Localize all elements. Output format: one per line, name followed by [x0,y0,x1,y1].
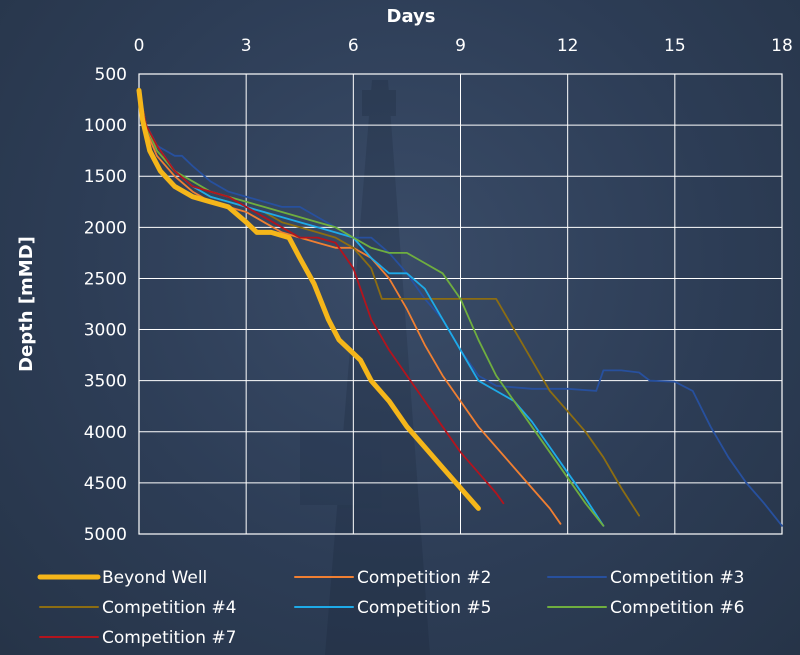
y-tick-label: 500 [95,65,127,85]
legend-entry-6: Competition #6 [547,598,745,618]
legend-label: Competition #6 [610,598,745,618]
x-tick-label: 6 [348,36,359,56]
legend-entry-5: Competition #5 [294,598,492,618]
x-tick-label: 0 [134,36,145,56]
x-tick-label: 18 [771,36,793,56]
x-tick-label: 3 [241,36,252,56]
y-tick-label: 4000 [84,423,127,443]
y-tick-label: 3500 [84,372,127,392]
y-tick-label: 2500 [84,269,127,289]
series-line-1 [136,87,481,511]
y-tick-label: 1000 [84,116,127,136]
legend-label: Beyond Well [102,568,207,588]
x-tick-label: 9 [455,36,466,56]
y-axis-title: Depth [mMD] [16,236,37,372]
legend-entry-3: Competition #3 [547,568,745,588]
x-tick-label: 12 [557,36,579,56]
y-tick-label: 2000 [84,218,127,238]
x-tick-label: 15 [664,36,686,56]
y-tick-label: 4500 [84,474,127,494]
plot-frame [138,73,783,535]
y-tick-labels: 500 1000 1500 2000 2500 3000 3500 4000 4500 5000 [84,65,127,545]
drilling-rig-background [300,80,430,655]
x-tick-labels: 0 3 6 9 12 15 18 [134,36,793,56]
legend: Beyond Well Competition #2 Competition #3 C… [37,568,745,648]
y-tick-label: 1500 [84,167,127,187]
y-tick-label: 3000 [84,321,127,341]
series-line-5 [138,93,605,527]
legend-entry-2: Competition #2 [294,568,492,588]
legend-entry-1: Beyond Well [37,568,207,588]
legend-entry-4: Competition #4 [39,598,237,618]
legend-label: Competition #4 [102,598,237,618]
y-tick-label: 5000 [84,525,127,545]
legend-label: Competition #5 [357,598,492,618]
series-layer [136,87,783,527]
x-axis-title: Days [387,6,436,27]
series-line-7 [138,89,505,505]
grid [138,73,783,535]
legend-label: Competition #7 [102,628,237,648]
legend-entry-7: Competition #7 [39,628,237,648]
series-line-2 [138,91,562,525]
legend-label: Competition #3 [610,568,745,588]
legend-label: Competition #2 [357,568,492,588]
series-line-6 [138,89,605,527]
